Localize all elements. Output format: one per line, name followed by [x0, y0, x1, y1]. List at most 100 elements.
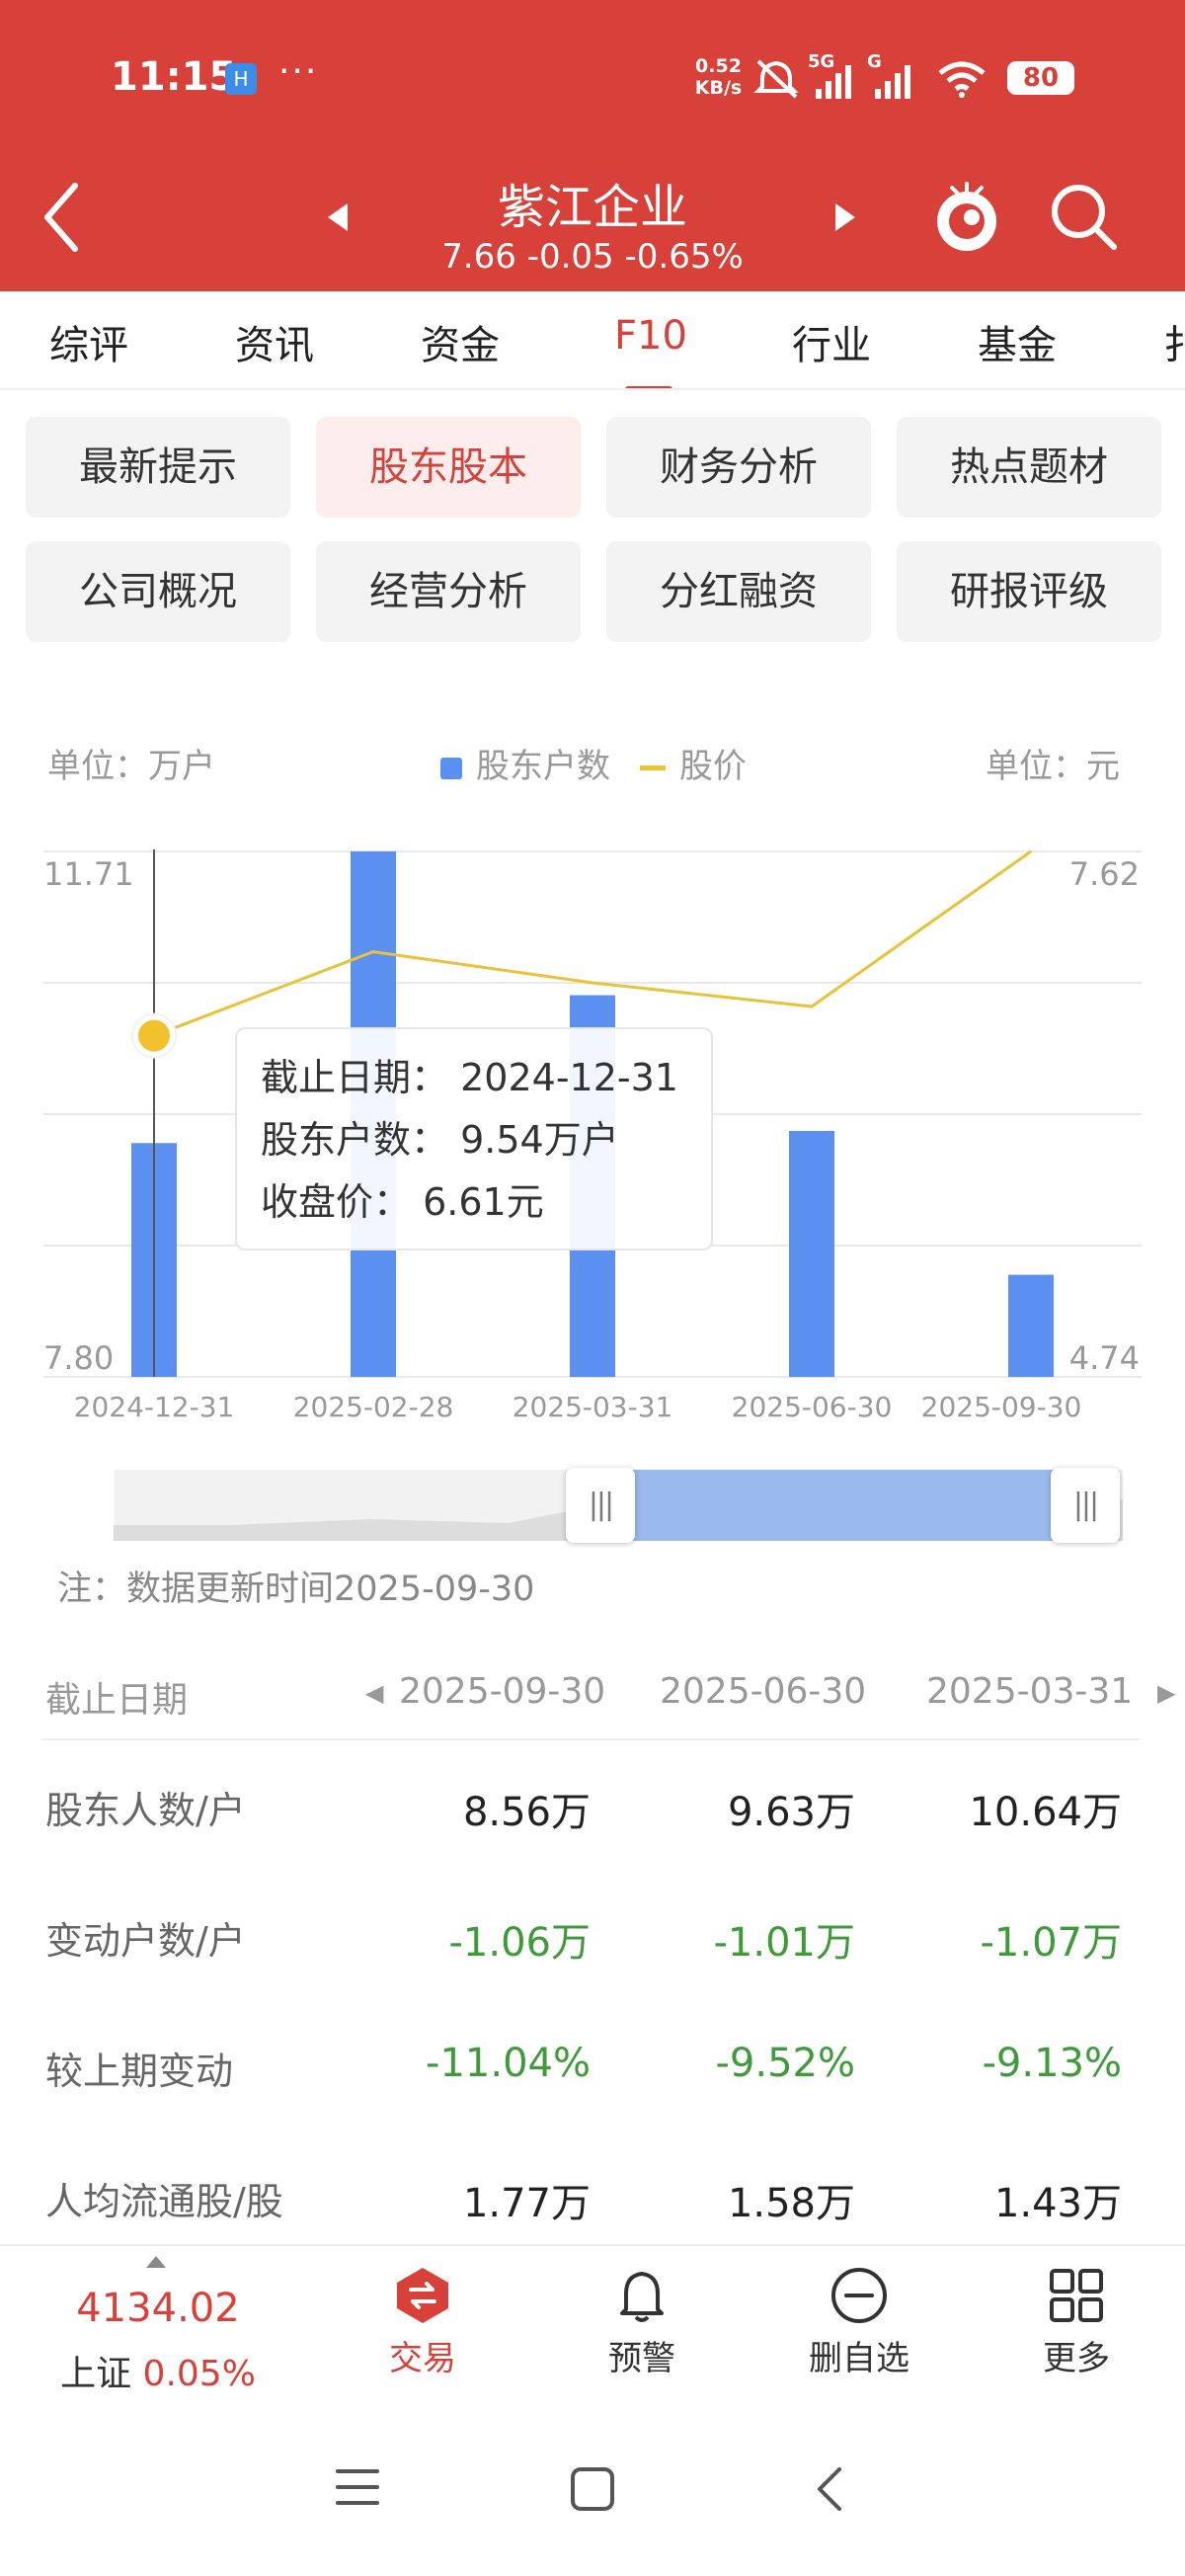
chart-price-line — [153, 849, 1032, 1037]
table-header-label: 截止日期 — [45, 1680, 189, 1721]
net-speed: 0.52 KB/s — [691, 55, 746, 99]
grid-icon — [1050, 2269, 1103, 2322]
net-speed-value: 0.52 — [695, 55, 742, 77]
nav-alert[interactable]: 预警 — [563, 2266, 721, 2404]
x-axis-tick-label: 2025-03-31 — [513, 1391, 673, 1423]
index-name: 上证 — [60, 2354, 132, 2394]
y-right-min-label: 4.74 — [1069, 1339, 1140, 1377]
index-expand-icon[interactable] — [146, 2256, 166, 2268]
cell-change-pct-2: -9.52% — [715, 2041, 855, 2086]
chart-legend: 股东户数 股价 — [440, 739, 747, 787]
table-col-1: 2025-09-30 — [399, 1671, 606, 1712]
nav-more-label: 更多 — [1043, 2339, 1110, 2378]
tab-news[interactable]: 资讯 — [235, 323, 314, 368]
cell-change-count-2: -1.01万 — [713, 1920, 856, 1966]
more-notifications-icon: ··· — [278, 51, 319, 92]
signal-g-label: G — [867, 51, 882, 72]
nav-alert-label: 预警 — [608, 2339, 675, 2378]
y-right-max-label: 7.62 — [1069, 855, 1140, 893]
signal-5g-label: 5G — [808, 51, 835, 72]
y-left-max-label: 11.71 — [43, 855, 134, 893]
nav-remove-watchlist-label: 删自选 — [809, 2339, 909, 2378]
chart-bar — [1008, 1274, 1054, 1377]
status-time: 11:15 — [111, 54, 237, 100]
range-slider-selection[interactable] — [600, 1470, 1086, 1541]
nav-more[interactable]: 更多 — [997, 2266, 1155, 2404]
sub-dividend-financing[interactable]: 分红融资 — [606, 541, 871, 642]
trade-icon — [397, 2268, 448, 2323]
cell-holders-3: 10.64万 — [969, 1790, 1122, 1835]
tooltip-date-value: 2024-12-31 — [460, 1056, 678, 1099]
tab-fund[interactable]: 基金 — [978, 323, 1057, 368]
stock-quote: 7.66 -0.05 -0.65% — [441, 237, 744, 277]
sub-shareholders[interactable]: 股东股本 — [316, 417, 581, 518]
signal-g-icon — [875, 65, 910, 99]
legend-holders: 股东户数 — [476, 747, 610, 786]
net-speed-unit: KB/s — [694, 77, 743, 99]
sub-hot-topics[interactable]: 热点题材 — [897, 417, 1161, 518]
tab-overview[interactable]: 综评 — [49, 323, 128, 368]
row-label-holders: 股东人数/户 — [45, 1789, 246, 1832]
signal-5g-icon — [816, 65, 851, 99]
index-change: 0.05% — [142, 2354, 256, 2394]
back-nav-icon[interactable] — [812, 2465, 847, 2513]
index-label[interactable]: 上证 0.05% — [59, 2345, 257, 2396]
table-header-divider — [41, 1738, 1140, 1740]
tooltip-close-label: 收盘价： — [261, 1180, 412, 1224]
menu-icon[interactable] — [334, 2465, 381, 2509]
x-axis-tick-label: 2025-09-30 — [921, 1391, 1082, 1423]
next-stock-button[interactable] — [835, 203, 855, 231]
sub-financial-analysis[interactable]: 财务分析 — [606, 417, 871, 518]
y-left-min-label: 7.80 — [43, 1339, 114, 1377]
legend-bar-swatch — [440, 757, 462, 779]
chart-tooltip: 截止日期： 2024-12-31 股东户数： 9.54万户 收盘价： 6.61元 — [235, 1027, 713, 1250]
sub-operation-analysis[interactable]: 经营分析 — [316, 541, 581, 642]
slider-right-handle[interactable]: ||| — [1051, 1468, 1120, 1543]
tab-more-partial[interactable]: 扌 — [1163, 313, 1185, 370]
nav-trade[interactable]: 交易 — [344, 2266, 502, 2404]
cell-per-capita-2: 1.58万 — [727, 2181, 855, 2226]
search-button[interactable] — [1047, 180, 1120, 253]
system-nav-bar — [0, 2412, 1185, 2576]
sub-latest-tips[interactable]: 最新提示 — [26, 417, 290, 518]
top-tab-bar: 综评 资讯 资金 F10 行业 基金 扌 — [0, 291, 1185, 390]
cell-holders-1: 8.56万 — [462, 1790, 591, 1835]
slider-left-handle[interactable]: ||| — [566, 1468, 635, 1543]
home-icon[interactable] — [569, 2465, 616, 2513]
chart-highlight-point — [138, 1019, 170, 1052]
cell-holders-2: 9.63万 — [727, 1790, 855, 1835]
mute-icon — [753, 59, 799, 99]
tooltip-date-label: 截止日期： — [261, 1056, 449, 1099]
cell-per-capita-1: 1.77万 — [462, 2181, 591, 2226]
row-label-per-capita: 人均流通股/股 — [45, 2180, 283, 2223]
chart-left-unit: 单位：万户 — [47, 747, 215, 786]
chart-right-unit: 单位：元 — [986, 747, 1120, 786]
stock-name: 紫江企业 — [497, 180, 687, 235]
table-next-arrow[interactable]: ▶ — [1157, 1679, 1176, 1707]
prev-stock-button[interactable] — [328, 203, 348, 231]
tooltip-holders-value: 9.54万户 — [460, 1118, 619, 1162]
bell-icon — [620, 2272, 664, 2322]
nav-remove-watchlist[interactable]: 删自选 — [780, 2266, 938, 2404]
cell-change-count-3: -1.07万 — [980, 1920, 1123, 1966]
active-tab-indicator — [625, 386, 672, 388]
battery-indicator: 80 — [1007, 61, 1074, 95]
tab-f10[interactable]: F10 — [614, 313, 687, 359]
cell-change-pct-3: -9.13% — [982, 2041, 1122, 2086]
table-prev-arrow[interactable]: ◀ — [365, 1679, 384, 1707]
index-value[interactable]: 4134.02 — [76, 2286, 240, 2331]
tooltip-holders-label: 股东户数： — [261, 1118, 449, 1162]
app-header: 11:15 H ··· 0.52 KB/s 5G G 80 — [0, 0, 1185, 291]
data-update-note: 注：数据更新时间2025-09-30 — [57, 1570, 535, 1609]
tab-funds[interactable]: 资金 — [421, 323, 500, 368]
x-axis-tick-label: 2025-02-28 — [293, 1391, 454, 1423]
back-button[interactable] — [40, 178, 89, 257]
mascot-icon[interactable] — [932, 178, 1001, 257]
sub-research-rating[interactable]: 研报评级 — [897, 541, 1161, 642]
table-col-2: 2025-06-30 — [660, 1671, 867, 1712]
tab-industry[interactable]: 行业 — [792, 323, 871, 368]
minus-circle-icon — [831, 2268, 887, 2323]
legend-price: 股价 — [679, 747, 747, 786]
table-col-3: 2025-03-31 — [926, 1671, 1134, 1712]
sub-company-profile[interactable]: 公司概况 — [26, 541, 290, 642]
